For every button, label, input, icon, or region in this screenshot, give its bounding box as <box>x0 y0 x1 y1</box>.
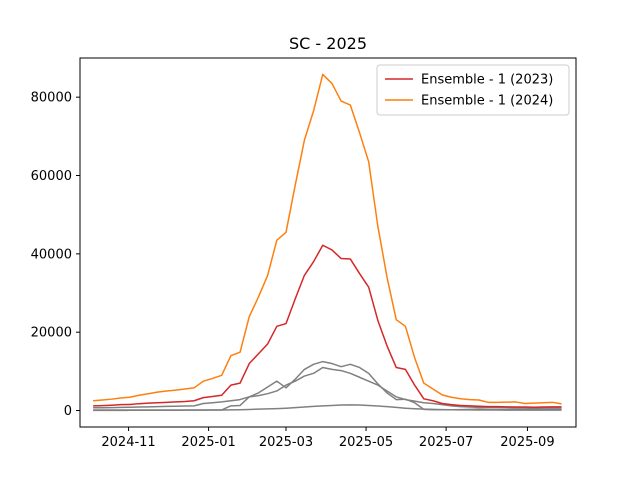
x-tick-label: 2025-07 <box>419 435 473 450</box>
x-tick-label: 2025-09 <box>500 435 554 450</box>
series-line-5 <box>93 404 562 412</box>
legend-label: Ensemble - 1 (2023) <box>421 73 553 88</box>
legend-box <box>376 64 570 116</box>
y-tick-label: 20000 <box>31 326 72 341</box>
series-line-3 <box>93 366 562 409</box>
y-tick-label: 40000 <box>31 247 72 262</box>
y-tick-label: 60000 <box>31 169 72 184</box>
legend-label: Ensemble - 1 (2024) <box>421 94 553 109</box>
x-tick-label: 2025-05 <box>339 435 393 450</box>
series-line-2 <box>93 73 562 405</box>
plot-frame <box>79 57 577 428</box>
axes-layer: 2024-11 2025-01 2025-03 2025-05 2025-07 2025-… <box>31 57 577 450</box>
y-tick-label: 0 <box>64 404 72 419</box>
x-tick-label: 2025-01 <box>181 435 235 450</box>
x-tick-label: 2025-03 <box>259 435 313 450</box>
legend: Ensemble - 1 (2023) Ensemble - 1 (2024) <box>376 64 570 116</box>
x-tick-label: 2024-11 <box>101 435 155 450</box>
series-line-1 <box>93 244 562 408</box>
chart-title: SC - 2025 <box>289 34 367 53</box>
series-layer <box>93 73 562 412</box>
y-tick-label: 80000 <box>31 91 72 106</box>
